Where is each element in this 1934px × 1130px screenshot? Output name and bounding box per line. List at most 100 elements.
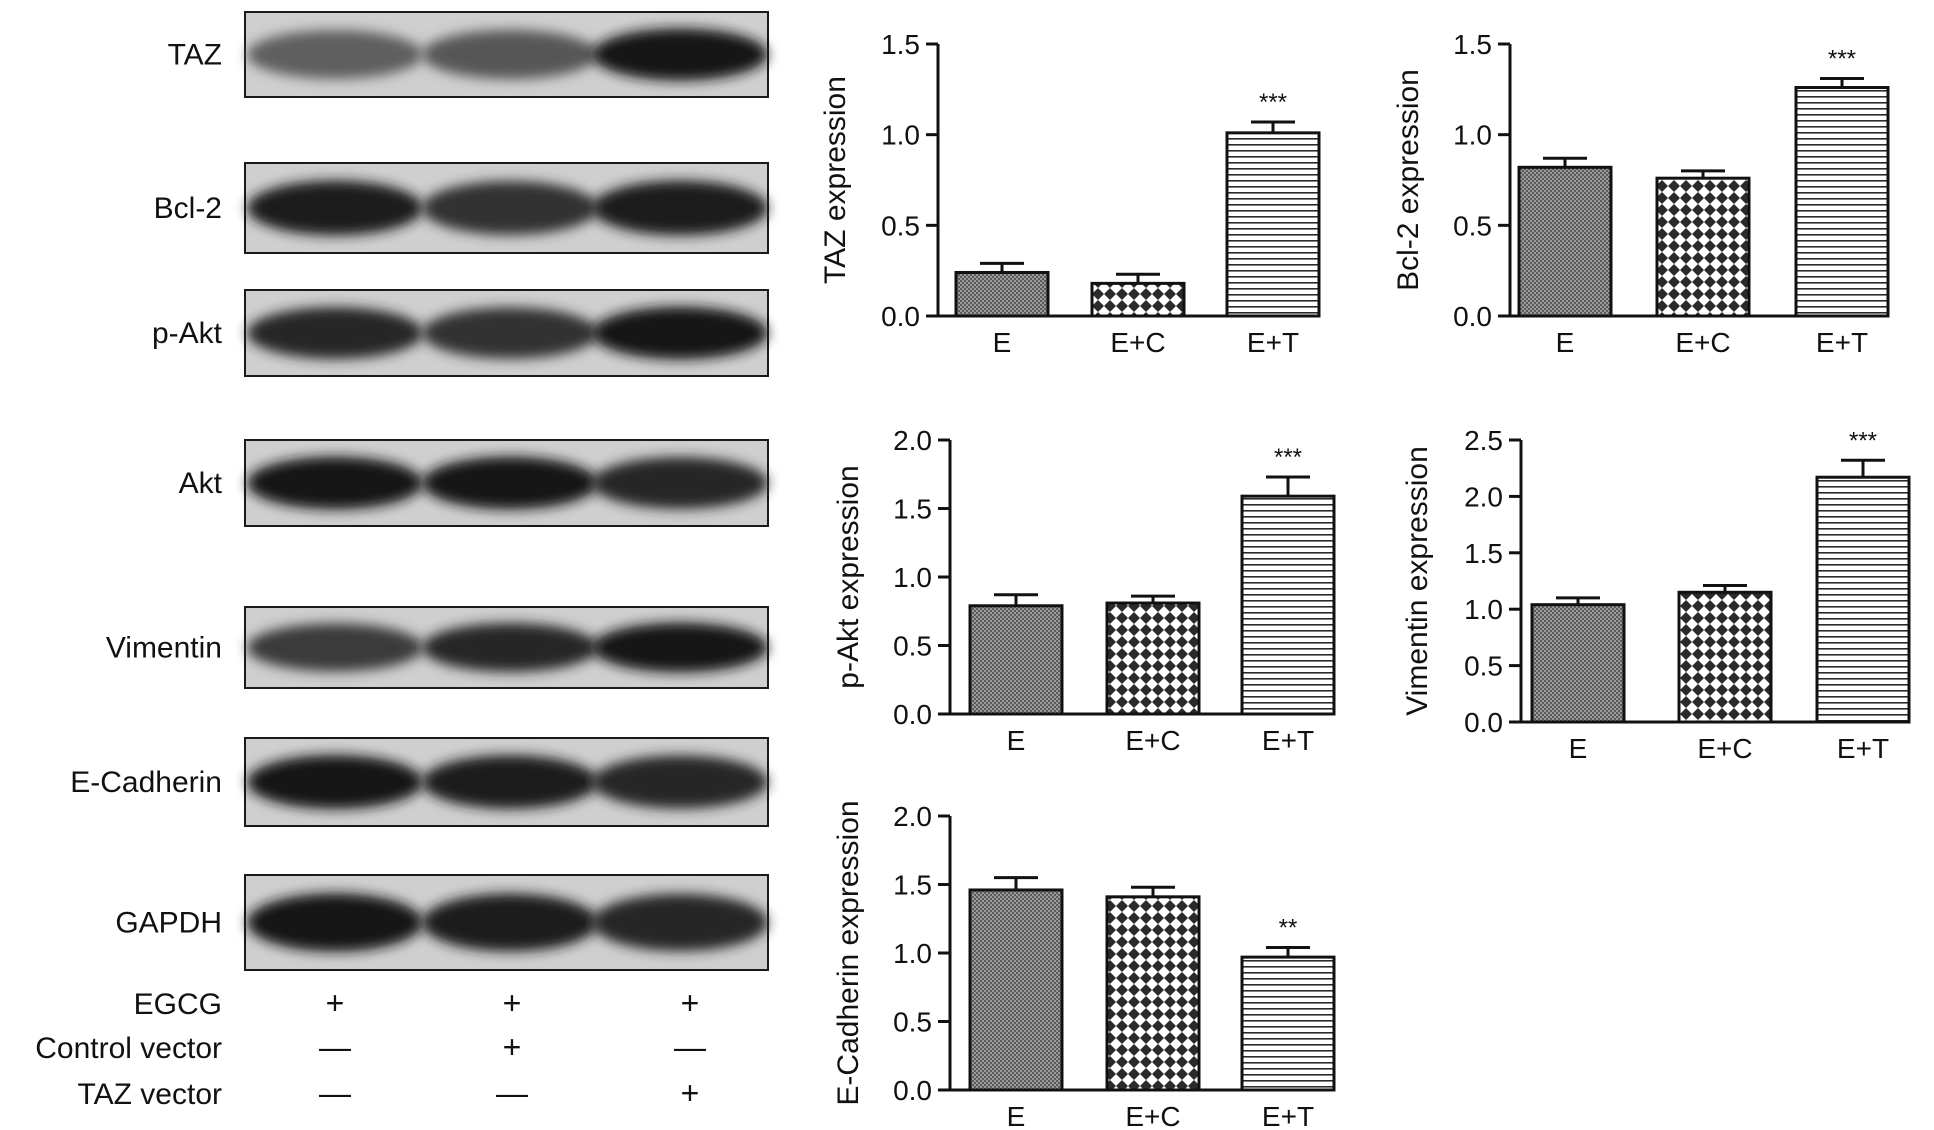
condition-sign: + — [503, 985, 522, 1021]
condition-sign: — — [674, 1029, 706, 1065]
x-tick-label: E+T — [1837, 733, 1889, 764]
y-tick-label: 0.0 — [881, 301, 920, 332]
condition-control-vector: Control vector — + — — [35, 1029, 706, 1065]
blot-band — [247, 893, 423, 952]
condition-label: EGCG — [134, 988, 222, 1021]
bar-e-c — [1090, 281, 1186, 318]
condition-sign: + — [503, 1029, 522, 1065]
y-tick-label: 0.0 — [893, 699, 932, 730]
blot-band — [247, 754, 423, 810]
blot-band — [247, 623, 423, 672]
blot-label: E-Cadherin — [70, 766, 222, 799]
x-tick-label: E+T — [1247, 327, 1299, 358]
condition-label: Control vector — [35, 1032, 222, 1065]
blot-p-akt: p-Akt — [152, 289, 769, 377]
y-tick-label: 2.0 — [893, 801, 932, 832]
blot-akt: Akt — [179, 439, 769, 527]
western-blot-panel: TAZ Bcl-2 p-Akt Akt Vimentin E-Cadherin GAPDH — [70, 11, 769, 971]
bar-e-t — [1240, 494, 1336, 716]
significance-label: ** — [1279, 915, 1298, 942]
y-tick-label: 0.0 — [1464, 707, 1503, 738]
blot-vimentin: Vimentin — [106, 606, 769, 689]
condition-sign: — — [496, 1075, 528, 1111]
y-tick-label: 0.5 — [881, 210, 920, 241]
bar-e — [968, 604, 1064, 716]
significance-label: *** — [1828, 45, 1856, 72]
chart-e-cadherin-expression: 0.0 0.5 1.0 1.5 2.0 E-Cadherin expression E E+C… — [832, 800, 1336, 1130]
blot-label: Bcl-2 — [154, 192, 222, 225]
x-tick-label: E+T — [1262, 1101, 1314, 1130]
blot-band — [422, 456, 598, 510]
bar-e — [968, 888, 1064, 1092]
blot-taz: TAZ — [168, 11, 769, 98]
y-tick-label: 1.0 — [881, 120, 920, 151]
x-tick-label: E — [1007, 1101, 1026, 1130]
blot-band — [422, 622, 598, 673]
blot-band — [592, 755, 768, 809]
y-axis-title: p-Akt expression — [832, 465, 865, 688]
bar-e-t — [1815, 475, 1911, 724]
blot-band — [422, 307, 598, 359]
blot-gapdh: GAPDH — [115, 874, 769, 971]
condition-egcg: EGCG + + + — [134, 985, 700, 1021]
chart-bcl-2-expression: 0.0 0.5 1.0 1.5 Bcl-2 expression E E+C *** E+T — [1392, 29, 1890, 358]
y-tick-label: 1.0 — [1453, 120, 1492, 151]
bar-e-t — [1225, 131, 1321, 318]
x-tick-label: E+T — [1816, 327, 1868, 358]
blot-band — [247, 456, 423, 510]
y-tick-label: 0.5 — [1453, 210, 1492, 241]
condition-sign: + — [326, 985, 345, 1021]
blot-band — [592, 180, 768, 236]
blot-e-cadherin: E-Cadherin — [70, 737, 769, 827]
y-tick-label: 0.0 — [1453, 301, 1492, 332]
y-tick-label: 0.5 — [893, 631, 932, 662]
y-tick-label: 2.0 — [893, 425, 932, 456]
y-tick-label: 1.5 — [893, 494, 932, 525]
bar-e-c — [1105, 601, 1201, 716]
y-tick-label: 0.5 — [893, 1007, 932, 1038]
y-axis-title: E-Cadherin expression — [832, 800, 865, 1105]
blot-band — [592, 456, 768, 510]
condition-sign: — — [319, 1029, 351, 1065]
y-axis-title: Bcl-2 expression — [1392, 69, 1425, 291]
bar-e — [1530, 603, 1626, 724]
blot-label: p-Akt — [152, 317, 223, 350]
blot-band — [422, 29, 598, 80]
bar-e — [1517, 165, 1613, 318]
significance-label: *** — [1849, 427, 1877, 454]
blot-band — [247, 306, 423, 360]
x-tick-label: E — [1556, 327, 1575, 358]
x-tick-label: E+T — [1262, 725, 1314, 756]
chart-vimentin-expression: 0.0 0.5 1.0 1.5 2.0 2.5 Vimentin expression E E+… — [1401, 425, 1911, 764]
y-tick-label: 0.5 — [1464, 651, 1503, 682]
condition-sign: — — [319, 1075, 351, 1111]
x-tick-label: E+C — [1125, 1101, 1180, 1130]
bar-e-t — [1794, 86, 1890, 318]
y-tick-label: 1.0 — [893, 562, 932, 593]
significance-label: *** — [1259, 89, 1287, 116]
y-tick-label: 2.5 — [1464, 425, 1503, 456]
chart-p-akt-expression: 0.0 0.5 1.0 1.5 2.0 p-Akt expression E E+C *** E+… — [832, 425, 1336, 756]
blot-label: GAPDH — [115, 907, 222, 940]
condition-table: EGCG + + + Control vector — + — TAZ vector — — + — [35, 985, 706, 1111]
x-tick-label: E+C — [1697, 733, 1752, 764]
x-tick-label: E — [1007, 725, 1026, 756]
bar-e-t — [1240, 955, 1336, 1092]
bar-e-c — [1105, 895, 1201, 1092]
chart-taz-expression: 0.0 0.5 1.0 1.5 TAZ expression E E+C *** E+T — [819, 29, 1321, 358]
blot-band — [592, 28, 768, 81]
blot-band — [422, 755, 598, 809]
blot-label: TAZ — [168, 39, 222, 72]
y-tick-label: 1.0 — [893, 938, 932, 969]
y-tick-label: 1.0 — [1464, 594, 1503, 625]
blot-band — [592, 306, 768, 360]
bar-e — [954, 270, 1050, 318]
x-tick-label: E — [1569, 733, 1588, 764]
y-axis-title: Vimentin expression — [1401, 446, 1434, 716]
x-tick-label: E+C — [1675, 327, 1730, 358]
y-axis-title: TAZ expression — [819, 76, 852, 284]
bar-e-c — [1677, 590, 1773, 724]
blot-bcl-2: Bcl-2 — [154, 162, 769, 254]
blot-band — [422, 181, 598, 235]
